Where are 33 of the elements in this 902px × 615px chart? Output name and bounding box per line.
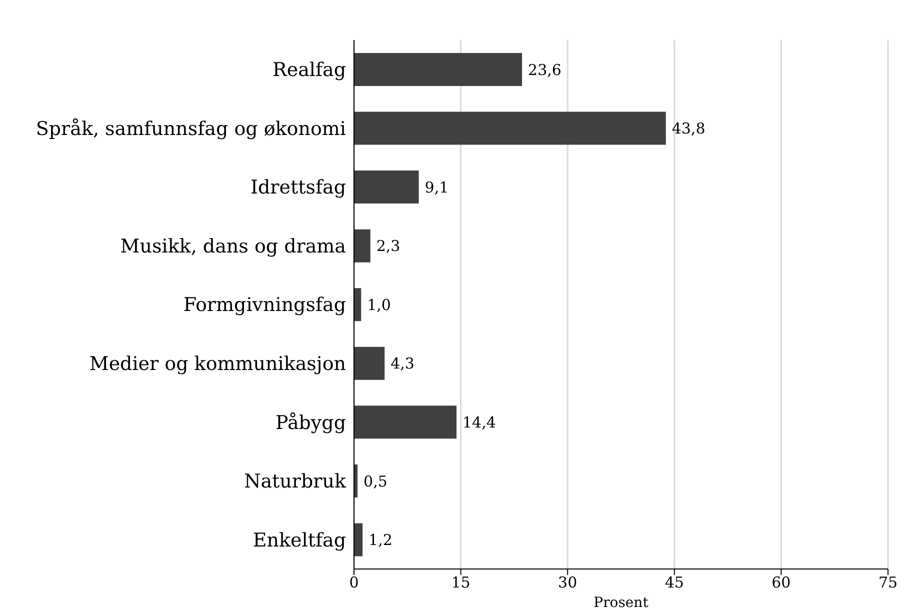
bar bbox=[354, 523, 363, 556]
data-label: 43,8 bbox=[672, 120, 706, 138]
data-label: 14,4 bbox=[462, 413, 496, 432]
x-axis-title: Prosent bbox=[594, 595, 649, 611]
data-label: 4,3 bbox=[390, 354, 414, 373]
x-tick-label: 75 bbox=[878, 574, 898, 592]
y-tick-label: Påbygg bbox=[276, 412, 346, 434]
data-label: 2,3 bbox=[376, 237, 400, 256]
y-tick-label: Formgivningsfag bbox=[183, 294, 346, 316]
x-tick-label: 60 bbox=[772, 574, 791, 592]
data-label: 23,6 bbox=[528, 60, 562, 79]
bar bbox=[354, 288, 362, 322]
y-tick-label: Språk, samfunnsfag og økonomi bbox=[36, 118, 346, 140]
x-tick-label: 0 bbox=[349, 574, 359, 592]
y-tick-label: Idrettsfag bbox=[250, 176, 346, 199]
y-tick-label: Musikk, dans og drama bbox=[120, 235, 346, 258]
data-label: 1,2 bbox=[368, 531, 392, 550]
x-tick-label: 45 bbox=[664, 574, 684, 592]
bar bbox=[354, 346, 385, 380]
data-label: 1,0 bbox=[367, 296, 391, 314]
y-tick-label: Realfag bbox=[272, 59, 346, 82]
y-tick-label: Medier og kommunikasjon bbox=[89, 353, 346, 376]
y-tick-label: Enkeltfag bbox=[252, 529, 346, 552]
bar bbox=[354, 229, 370, 262]
bar bbox=[354, 53, 522, 86]
x-tick-label: 15 bbox=[451, 574, 470, 592]
bar bbox=[354, 406, 457, 439]
bar bbox=[354, 112, 666, 145]
bar bbox=[354, 170, 419, 204]
data-label: 9,1 bbox=[424, 178, 449, 196]
y-tick-label: Naturbruk bbox=[244, 470, 346, 493]
x-tick-label: 30 bbox=[558, 574, 578, 592]
data-label: 0,5 bbox=[364, 472, 388, 490]
